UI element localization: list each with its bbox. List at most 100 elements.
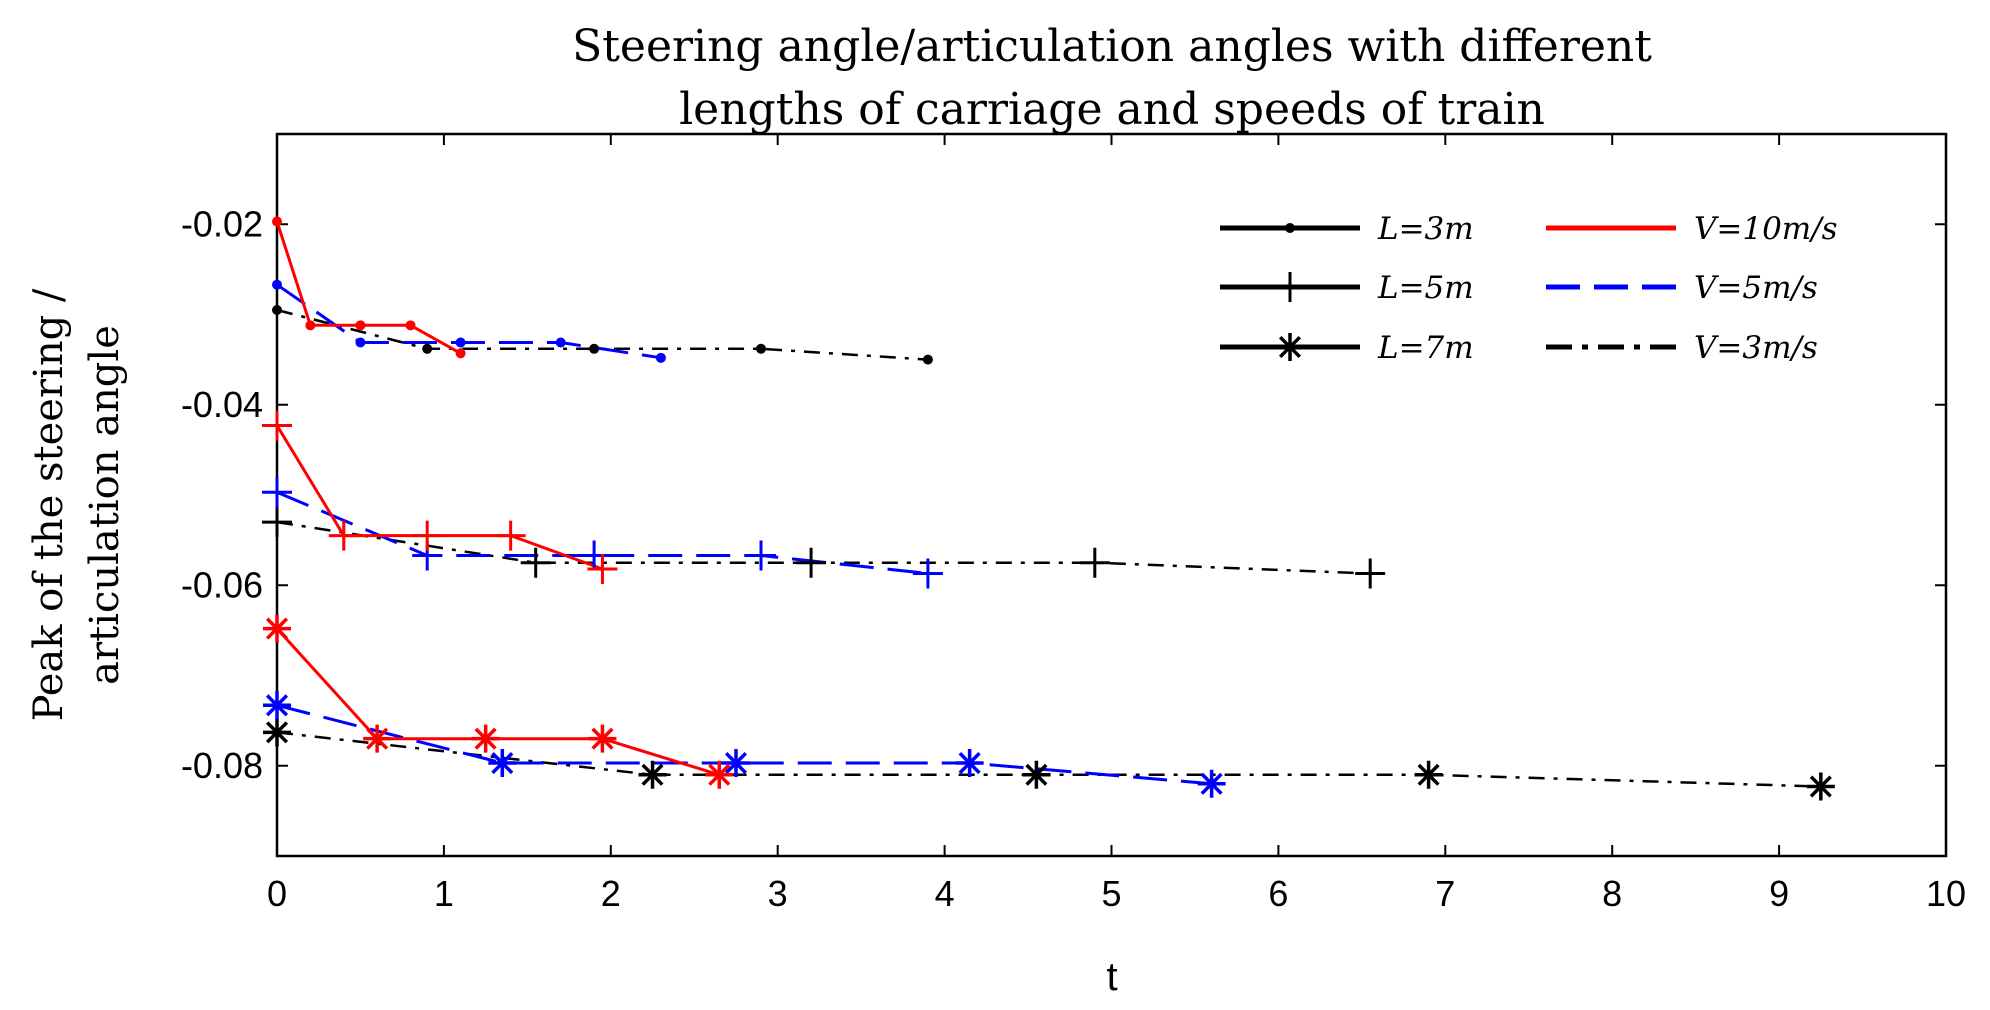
x-tick-label: 10 <box>1926 873 1966 914</box>
data-point-dot-shape <box>355 337 366 348</box>
data-point-star <box>588 724 617 753</box>
data-point-star-shape <box>1414 760 1443 789</box>
data-point-star <box>721 749 750 778</box>
data-point-dot-shape <box>305 320 316 331</box>
data-point-plus-shape <box>495 520 526 551</box>
data-point-plus <box>412 520 443 551</box>
data-point-dot <box>455 348 466 359</box>
data-point-star-shape <box>721 749 750 778</box>
data-point-plus-shape <box>746 540 777 571</box>
series-line <box>275 221 462 355</box>
series-line <box>276 308 928 361</box>
data-point-dot <box>555 337 566 348</box>
data-point-dot-shape <box>756 343 767 354</box>
data-point-star-shape <box>263 691 291 720</box>
data-point-star <box>638 760 667 789</box>
data-point-plus <box>579 540 610 571</box>
x-tick-label: 8 <box>1602 873 1622 914</box>
data-point-plus <box>262 410 292 441</box>
data-point-dot <box>305 320 316 331</box>
legend-label-speed: V=3m/s <box>1694 330 1818 366</box>
data-point-star <box>363 724 392 753</box>
legend-label-length: L=5m <box>1377 270 1474 306</box>
data-point-plus-shape <box>579 540 610 571</box>
data-point-plus-shape <box>412 520 443 551</box>
x-tick-label: 5 <box>1101 873 1121 914</box>
data-point-dot <box>272 304 282 315</box>
data-point-star-shape <box>263 718 291 747</box>
data-point-dot <box>655 352 666 363</box>
data-point-star <box>263 718 291 747</box>
data-point-star <box>488 749 517 778</box>
data-point-star-shape <box>638 760 667 789</box>
data-point-plus <box>796 547 827 578</box>
data-point-plus <box>746 540 777 571</box>
data-point-star-shape <box>705 760 734 789</box>
data-point-star-shape <box>471 724 500 753</box>
x-tick-label: 0 <box>267 873 287 914</box>
y-tick-label: -0.08 <box>181 745 263 786</box>
data-point-dot-shape <box>589 343 600 354</box>
data-point-dot <box>355 337 366 348</box>
data-point-dot <box>272 279 282 290</box>
data-point-plus <box>587 554 618 585</box>
data-point-star <box>705 760 734 789</box>
y-tick-label: -0.02 <box>181 203 263 244</box>
x-tick-label: 1 <box>434 873 454 914</box>
data-point-plus <box>1355 558 1386 589</box>
x-tick-label: 7 <box>1435 873 1455 914</box>
data-point-star <box>955 749 984 778</box>
data-point-plus <box>495 520 526 551</box>
data-point-star-shape <box>1806 772 1835 801</box>
data-point-plus <box>262 477 292 508</box>
data-point-dot-shape <box>555 337 566 348</box>
data-point-plus-shape <box>520 547 551 578</box>
x-axis-label: t <box>1106 955 1117 999</box>
data-point-dot <box>272 216 282 227</box>
x-tick-label: 3 <box>768 873 788 914</box>
x-tick-label: 2 <box>601 873 621 914</box>
data-point-star <box>471 724 500 753</box>
data-point-plus-shape <box>328 520 359 551</box>
x-tick-label: 4 <box>935 873 955 914</box>
data-point-dot-shape <box>405 320 416 331</box>
data-point-star <box>1197 769 1226 798</box>
data-point-dot <box>422 343 433 354</box>
data-point-dot-shape <box>922 354 933 365</box>
legend-marker-star <box>1276 333 1304 361</box>
data-point-dot <box>405 320 416 331</box>
chart-title-line-2: lengths of carriage and speeds of train <box>679 84 1545 135</box>
legend-marker-dot-shape <box>1285 223 1295 233</box>
data-point-dot <box>455 337 466 348</box>
data-point-star-shape <box>1197 769 1226 798</box>
data-point-plus-shape <box>1355 558 1386 589</box>
series-line <box>276 520 1371 575</box>
data-point-plus <box>328 520 359 551</box>
data-point-star <box>1806 772 1835 801</box>
data-point-star-shape <box>488 749 517 778</box>
data-point-star-shape <box>588 724 617 753</box>
chart-title-line-1: Steering angle/articulation angles with … <box>572 21 1652 72</box>
data-point-plus <box>262 507 292 538</box>
data-point-plus <box>912 558 943 589</box>
series-line <box>276 731 1821 788</box>
data-point-dot-shape <box>455 348 466 359</box>
legend-marker-plus-shape <box>1275 272 1305 302</box>
x-tick-label: 9 <box>1769 873 1789 914</box>
plot-area: 0 1 2 3 4 5 6 7 8 9 10 -0.02 -0.04 -0.06 -0.08 <box>181 132 1966 914</box>
data-point-dot-shape <box>655 352 666 363</box>
data-point-plus-shape <box>912 558 943 589</box>
legend-label-speed: V=10m/s <box>1694 211 1838 247</box>
data-point-plus-shape <box>1079 547 1110 578</box>
legend: L=3m L=5m L=7m V=10m/s V=5m/s V=3m/s <box>1220 211 1838 366</box>
x-tick-label: 6 <box>1268 873 1288 914</box>
data-point-dot <box>355 320 366 331</box>
series-line <box>275 627 720 777</box>
data-point-plus <box>1079 547 1110 578</box>
series-line <box>276 283 662 360</box>
data-point-star-shape <box>363 724 392 753</box>
legend-label-length: L=7m <box>1377 330 1474 366</box>
data-point-star-shape <box>1022 760 1051 789</box>
data-point-star-shape <box>263 614 291 643</box>
